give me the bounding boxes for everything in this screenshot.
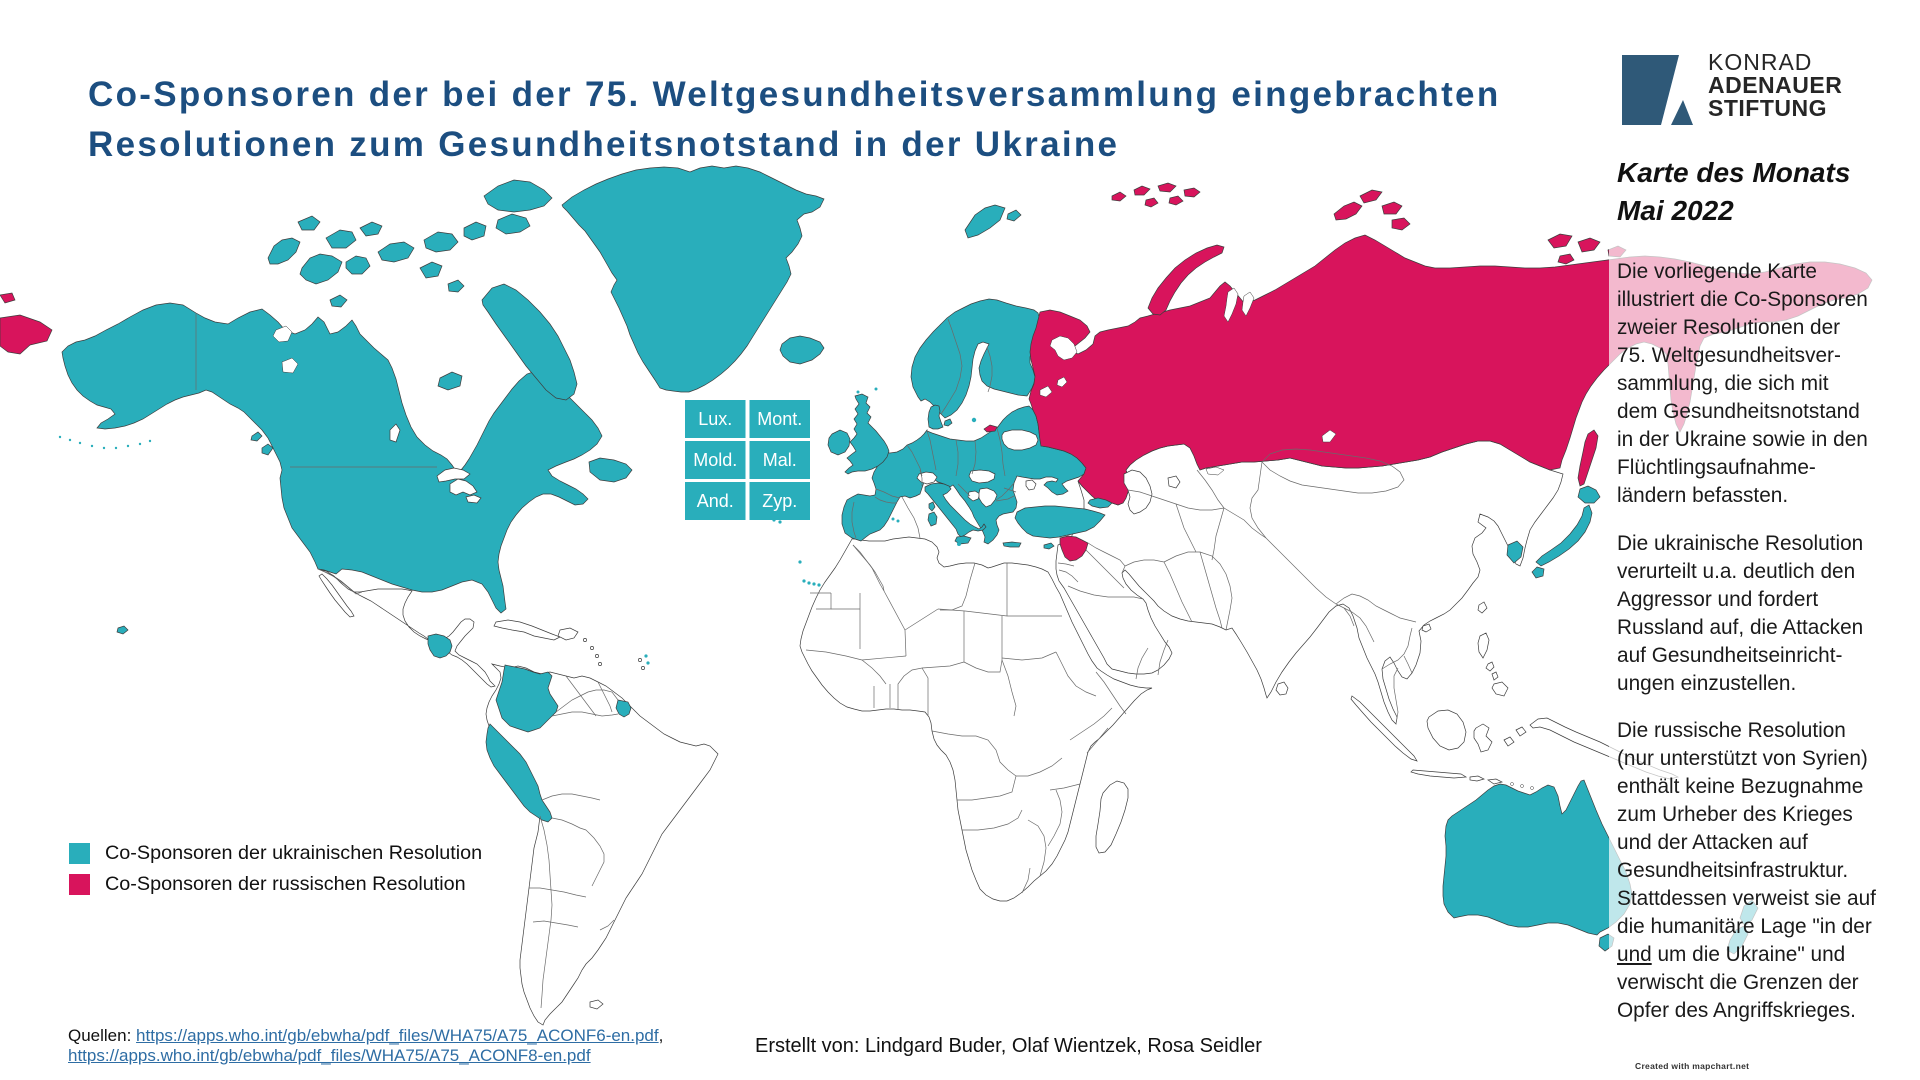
svg-text:Zyp.: Zyp.: [762, 491, 797, 511]
svg-text:And.: And.: [697, 491, 734, 511]
svg-text:Mold.: Mold.: [693, 450, 737, 470]
svg-text:Mont.: Mont.: [757, 409, 802, 429]
svg-text:Mal.: Mal.: [763, 450, 797, 470]
svg-text:Lux.: Lux.: [698, 409, 732, 429]
